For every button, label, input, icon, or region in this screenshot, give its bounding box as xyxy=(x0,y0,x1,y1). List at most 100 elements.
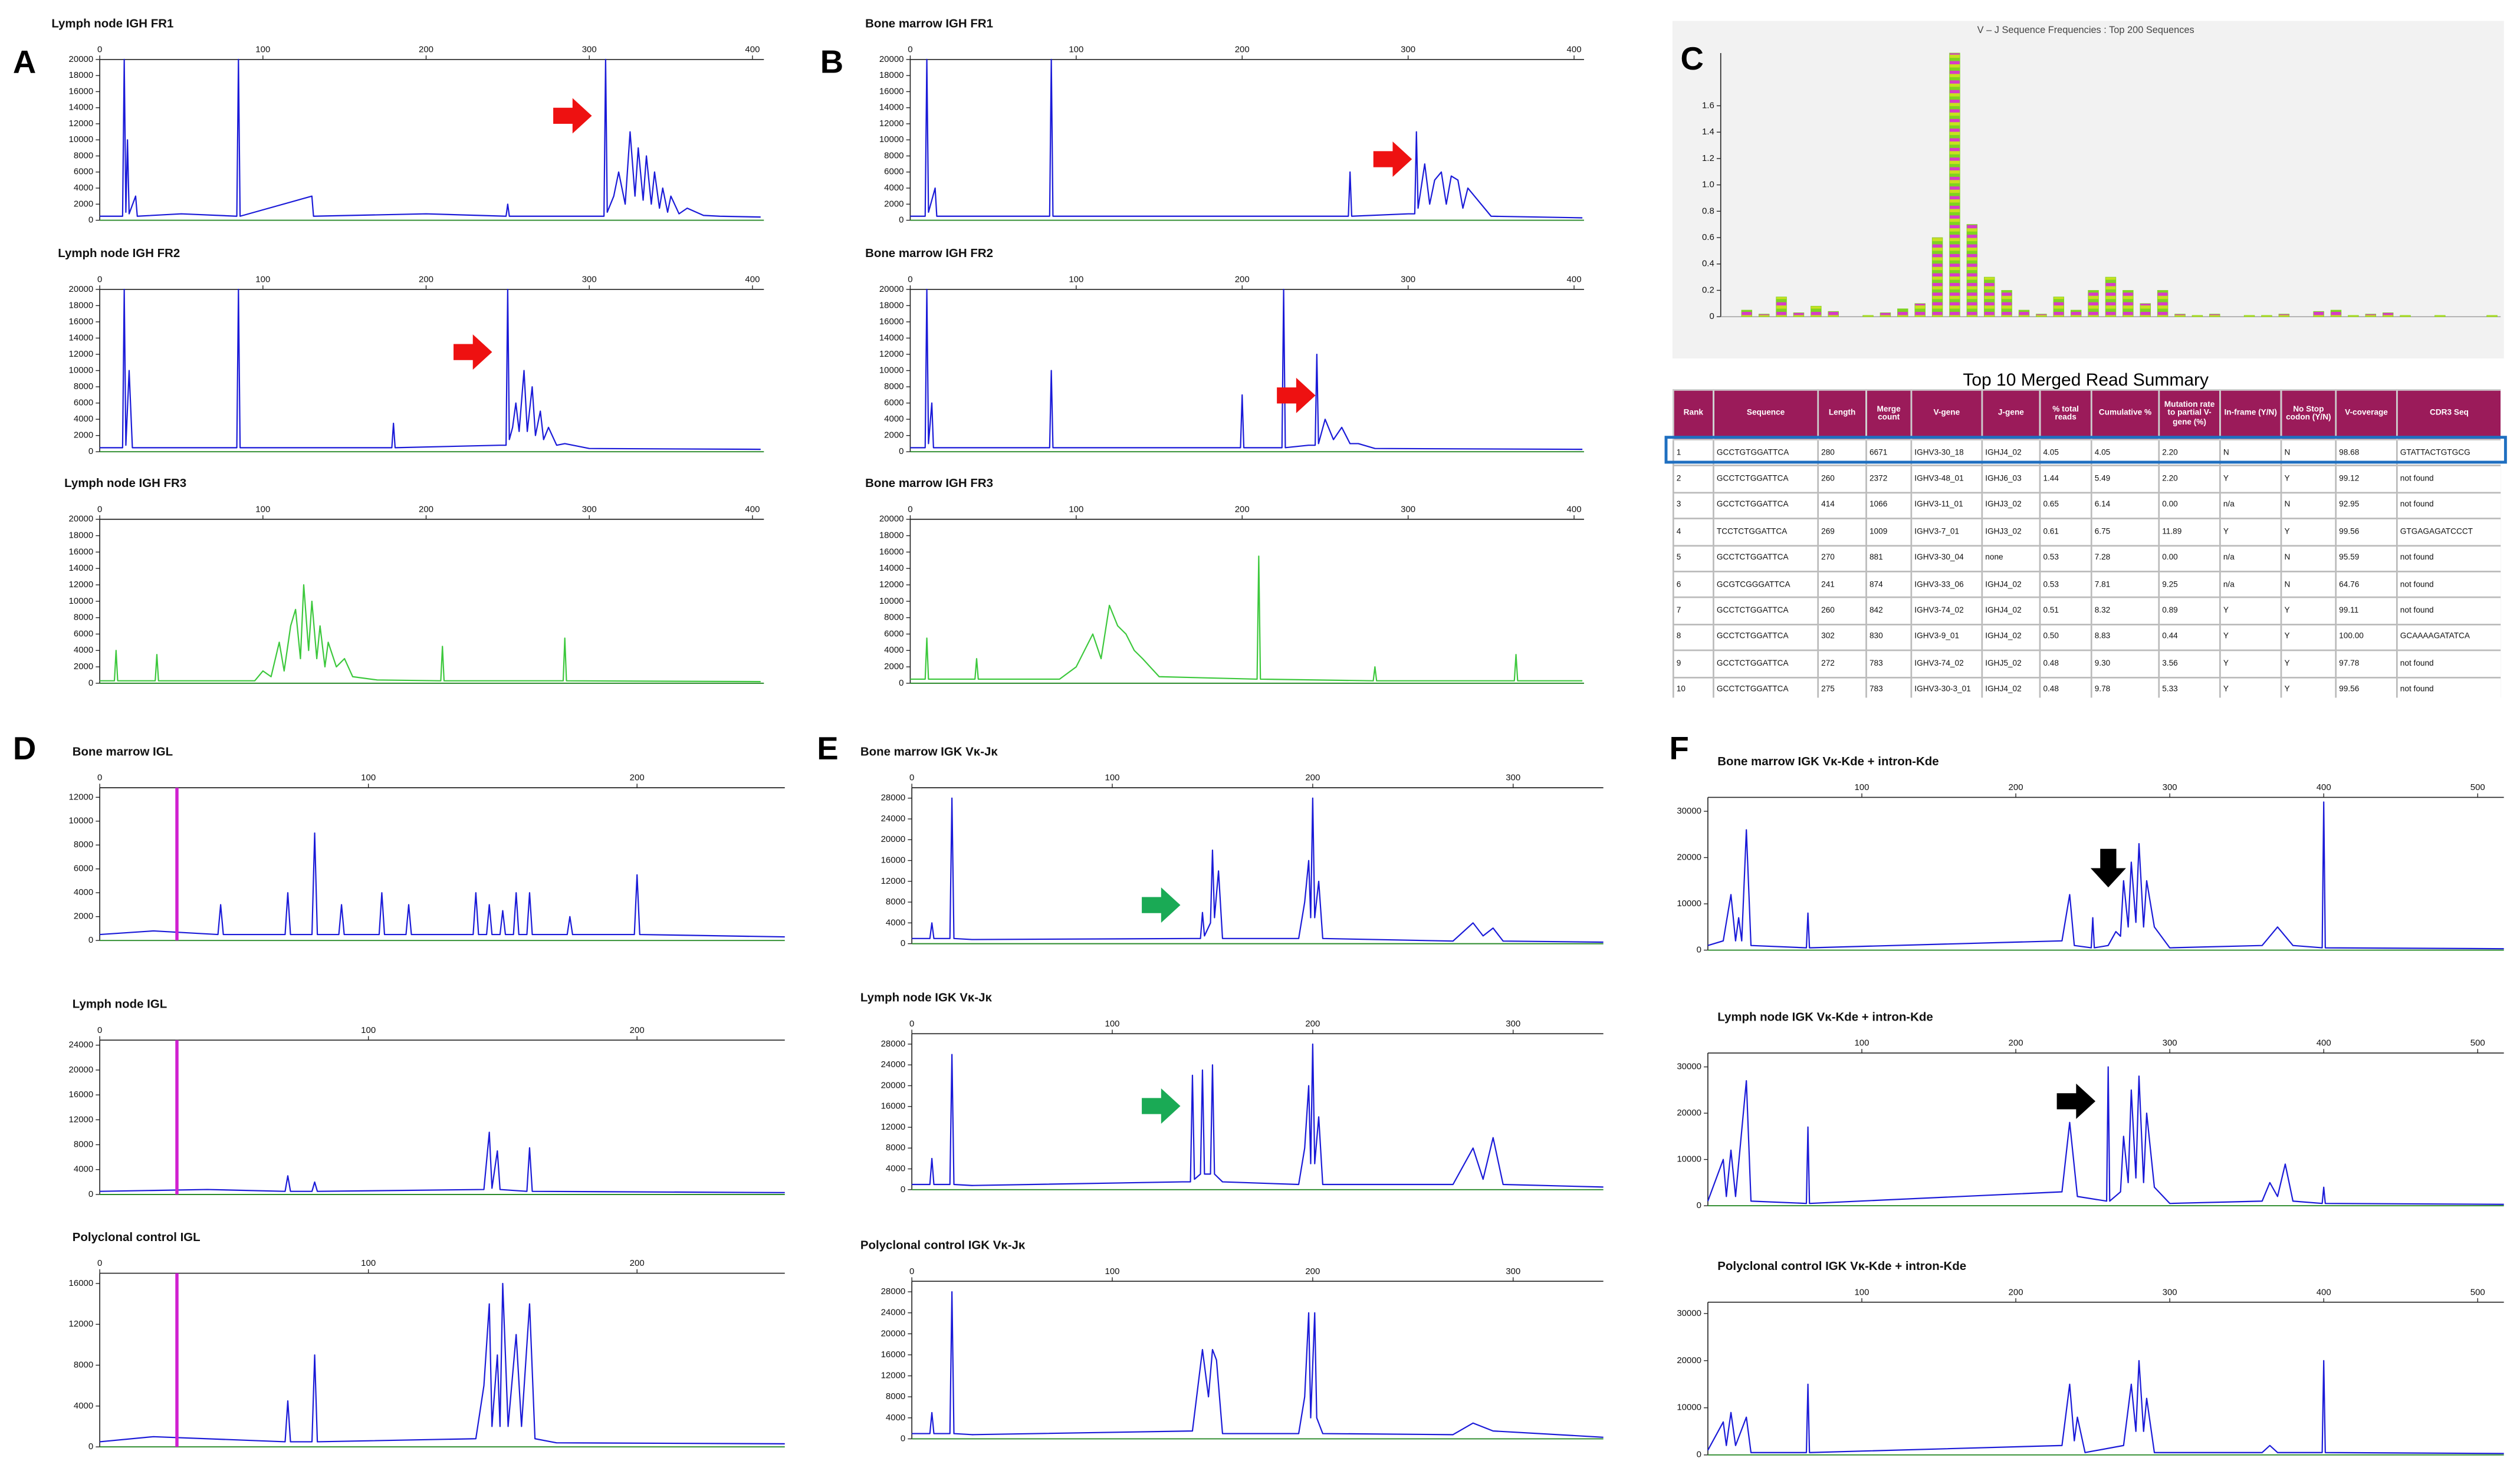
table-container: Rank Sequence Length Merge count V-gene J-gen… xyxy=(1672,389,2501,698)
table-cell: IGHJ3_02 xyxy=(1981,518,2041,546)
x-tick-label: 300 xyxy=(582,44,597,54)
x-tick-label: 100 xyxy=(1105,773,1120,783)
bar xyxy=(2053,297,2065,317)
table-cell: 9.78 xyxy=(2090,676,2160,698)
table-cell: 5.49 xyxy=(2090,465,2160,493)
x-tick-label: 300 xyxy=(582,274,597,284)
table-cell: 7.81 xyxy=(2090,570,2160,599)
x-tick-label: 200 xyxy=(630,1258,645,1268)
bar xyxy=(2243,315,2255,317)
y-tick-label: 0 xyxy=(901,1433,905,1443)
y-tick-label: 10000 xyxy=(879,365,904,375)
table-cell: IGHV3-74_02 xyxy=(1910,649,1983,678)
y-tick-label: 16000 xyxy=(881,1350,906,1360)
table-cell: 99.56 xyxy=(2335,676,2398,698)
y-tick-label: 0 xyxy=(88,678,93,688)
y-tick-label: 28000 xyxy=(881,1286,906,1296)
y-tick-label: 8000 xyxy=(886,1143,905,1153)
bar xyxy=(2018,310,2030,317)
table-cell: none xyxy=(1981,544,2041,572)
table-cell: not found xyxy=(2396,676,2501,698)
table-row: 2 GCCTCTGGATTCA 260 2372 IGHV3-48_01 IGHJ6_03… xyxy=(1672,465,2501,493)
table-cell: IGHV3-11_01 xyxy=(1910,491,1983,520)
y-tick-label: 0 xyxy=(88,446,93,456)
table-cell: Y xyxy=(2219,597,2282,626)
trace xyxy=(912,797,1604,943)
table-cell: 1009 xyxy=(1865,518,1913,546)
bar xyxy=(2382,312,2394,317)
table-cell: 302 xyxy=(1817,623,1867,651)
bar xyxy=(2261,315,2272,317)
x-tick-label: 200 xyxy=(419,274,433,284)
y-tick-label: 12000 xyxy=(69,119,94,129)
chart-title: Lymph node IGH FR3 xyxy=(64,476,186,490)
table-cell: IGHJ5_02 xyxy=(1981,649,2041,678)
y-tick-label: 12000 xyxy=(69,580,94,590)
table-cell: 0.61 xyxy=(2039,518,2092,546)
table-cell: N xyxy=(2280,570,2337,599)
x-tick-label: 200 xyxy=(2009,1287,2023,1297)
header-row: Rank Sequence Length Merge count V-gene J-gen… xyxy=(1672,389,2501,441)
x-tick-label: 300 xyxy=(1506,1266,1520,1276)
x-tick-label: 100 xyxy=(255,44,270,54)
bar xyxy=(2330,310,2342,317)
table-cell: IGHV3-9_01 xyxy=(1910,623,1983,651)
table-cell: IGHJ4_02 xyxy=(1981,597,2041,626)
table-cell: Y xyxy=(2219,649,2282,678)
y-tick-label: 4000 xyxy=(886,1164,905,1174)
table-cell: 269 xyxy=(1817,518,1867,546)
bar xyxy=(1949,52,1960,317)
y-tick-label: 14000 xyxy=(879,333,904,343)
red-arrow xyxy=(553,98,592,134)
table-title: Top 10 Merged Read Summary xyxy=(1963,370,2209,390)
panel-letter: A xyxy=(13,44,36,80)
y-tick-label: 10000 xyxy=(69,816,94,826)
y-tick-label: 0 xyxy=(899,446,903,456)
x-tick-label: 400 xyxy=(2317,1038,2331,1048)
x-tick-label: 400 xyxy=(745,274,760,284)
table-cell: 0.65 xyxy=(2039,491,2092,520)
green-arrow xyxy=(1142,1088,1181,1124)
y-tick-label: 10000 xyxy=(69,365,94,375)
y-tick-label: 20000 xyxy=(881,1328,906,1338)
x-tick-label: 0 xyxy=(97,504,102,514)
y-tick-label: 6000 xyxy=(74,864,93,874)
bar xyxy=(1811,305,1822,317)
x-tick-label: 0 xyxy=(909,1266,914,1276)
trace xyxy=(100,584,761,683)
x-tick-label: 100 xyxy=(1069,44,1083,54)
x-tick-label: 0 xyxy=(97,1025,102,1035)
table-cell: 0.53 xyxy=(2039,570,2092,599)
y-tick-label: 2000 xyxy=(884,199,903,209)
trace xyxy=(910,555,1583,682)
x-tick-label: 200 xyxy=(419,504,433,514)
table-cell: Y xyxy=(2219,465,2282,493)
y-tick-label: 4000 xyxy=(74,1401,93,1411)
y-tick-label: 6000 xyxy=(884,398,903,408)
table-cell: GCCTCTGGATTCA xyxy=(1713,623,1819,651)
table-cell: 2 xyxy=(1672,465,1714,493)
table-cell: 4 xyxy=(1672,518,1714,546)
header-cell: V-coverage xyxy=(2335,389,2398,441)
y-tick-label: 14000 xyxy=(69,333,94,343)
y-tick-label: 0 xyxy=(1697,1450,1701,1460)
table-cell: 0.00 xyxy=(2158,491,2221,520)
y-tick-label: 0 xyxy=(899,678,903,688)
y-tick-label: 16000 xyxy=(879,317,904,327)
y-tick-label: 24000 xyxy=(881,814,906,824)
table-cell: 0.00 xyxy=(2158,544,2221,572)
header-cell: Cumulative % xyxy=(2090,389,2160,441)
table-cell: 783 xyxy=(1865,649,1913,678)
table-cell: Y xyxy=(2219,518,2282,546)
x-tick-label: 100 xyxy=(1854,1287,1869,1297)
y-tick-label: 14000 xyxy=(879,563,904,573)
x-tick-label: 0 xyxy=(97,44,102,54)
x-tick-label: 0 xyxy=(97,773,102,783)
table-cell: GCAAAAGATATCA xyxy=(2396,623,2501,651)
y-tick-label: 16000 xyxy=(879,86,904,96)
x-tick-label: 400 xyxy=(2317,782,2331,792)
header-cell: V-gene xyxy=(1910,389,1983,441)
y-tick-label: 20000 xyxy=(881,834,906,844)
table-cell: 2.20 xyxy=(2158,465,2221,493)
header-cell: J-gene xyxy=(1981,389,2041,441)
